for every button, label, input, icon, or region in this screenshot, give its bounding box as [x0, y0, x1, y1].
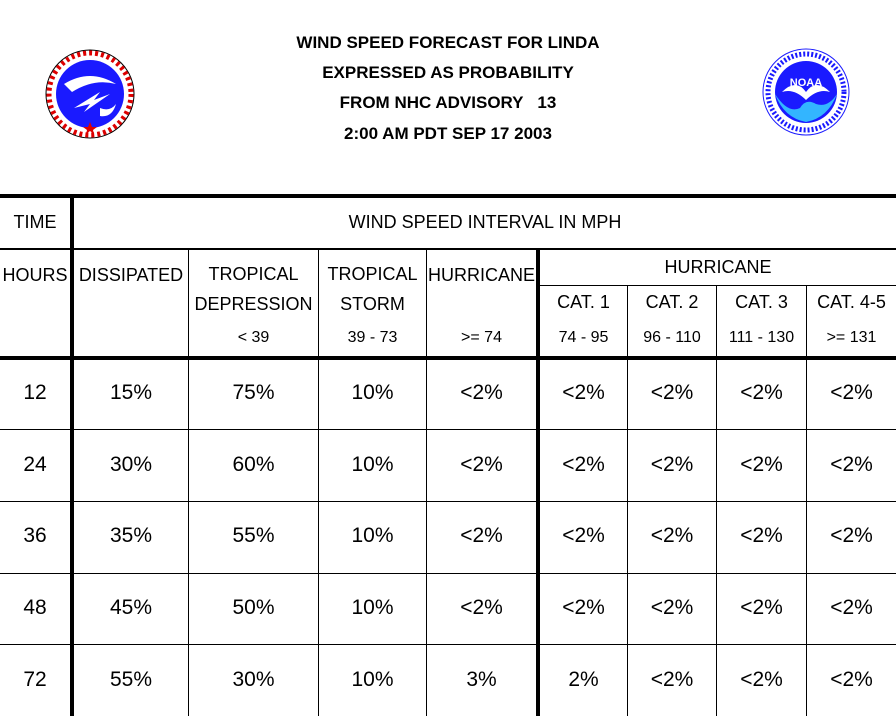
row-cat45: <2%	[830, 381, 873, 404]
header-cat2: CAT. 2	[645, 292, 699, 312]
header-hours: HOURS	[2, 265, 68, 285]
row-cat45: <2%	[830, 668, 873, 691]
row-tropical-storm: 10%	[351, 668, 394, 691]
row-hours: 24	[23, 453, 47, 476]
row-cat1: <2%	[562, 453, 605, 476]
header-td-line1: TROPICAL	[208, 264, 299, 284]
header-divider-line	[0, 248, 896, 250]
header-hurricane: HURRICANE	[427, 265, 535, 285]
row-hurricane: 3%	[466, 668, 497, 691]
row-hours: 48	[23, 596, 47, 619]
row-cat3: <2%	[740, 668, 783, 691]
header-cat3: CAT. 3	[735, 292, 788, 312]
row-divider	[0, 501, 896, 502]
row-hours: 12	[23, 381, 47, 404]
header-wind-interval: WIND SPEED INTERVAL IN MPH	[348, 212, 622, 232]
row-tropical-depression: 60%	[232, 453, 275, 476]
row-tropical-storm: 10%	[351, 524, 394, 547]
column-border	[716, 286, 717, 716]
header-ts-line2: STORM	[340, 294, 405, 314]
row-cat2: <2%	[650, 381, 694, 404]
column-border	[627, 286, 628, 716]
header-cat45: CAT. 4-5	[817, 292, 886, 312]
row-tropical-storm: 10%	[351, 453, 394, 476]
row-dissipated: 15%	[109, 381, 153, 404]
row-tropical-depression: 50%	[232, 596, 275, 619]
hurricane-column-border	[536, 250, 540, 716]
row-cat45: <2%	[830, 524, 873, 547]
row-cat2: <2%	[650, 453, 694, 476]
row-hours: 72	[23, 668, 47, 691]
header-bottom-border	[0, 356, 896, 360]
row-cat1: <2%	[562, 524, 605, 547]
header-hurricane-range: >= 74	[461, 329, 502, 346]
noaa-logo-icon: NOAA	[762, 48, 850, 136]
header-td-range: < 39	[237, 329, 270, 346]
row-dissipated: 55%	[109, 668, 153, 691]
row-divider	[0, 644, 896, 645]
title-line-3: FROM NHC ADVISORY 13	[339, 93, 557, 112]
header-cat3-range: 111 - 130	[728, 329, 795, 346]
header-time: TIME	[13, 212, 57, 232]
row-cat2: <2%	[650, 596, 694, 619]
title-line-2: EXPRESSED AS PROBABILITY	[322, 63, 574, 82]
hurricane-group-divider	[537, 285, 896, 286]
time-column-border	[70, 194, 74, 716]
row-cat3: <2%	[740, 524, 783, 547]
row-cat2: <2%	[650, 524, 694, 547]
row-cat45: <2%	[830, 596, 873, 619]
title-line-4: 2:00 AM PDT SEP 17 2003	[344, 124, 552, 143]
row-dissipated: 30%	[109, 453, 153, 476]
header-cat45-range: >= 131	[826, 329, 877, 346]
noaa-logo-text: NOAA	[790, 77, 822, 89]
header-hurricane-group: HURRICANE	[664, 257, 772, 277]
nws-logo-icon	[45, 49, 135, 139]
row-hurricane: <2%	[460, 381, 503, 404]
row-cat1: <2%	[562, 596, 605, 619]
row-cat1: 2%	[568, 668, 599, 691]
row-cat1: <2%	[562, 381, 605, 404]
header-cat2-range: 96 - 110	[643, 329, 701, 346]
header-ts-line1: TROPICAL	[327, 264, 418, 284]
row-cat3: <2%	[740, 381, 783, 404]
row-tropical-depression: 30%	[232, 668, 275, 691]
row-hours: 36	[23, 524, 47, 547]
row-divider	[0, 429, 896, 430]
column-border	[426, 250, 427, 716]
header-td-line2: DEPRESSION	[194, 294, 313, 314]
row-cat3: <2%	[740, 453, 783, 476]
header-cat1-range: 74 - 95	[558, 329, 609, 346]
row-dissipated: 35%	[109, 524, 153, 547]
row-cat45: <2%	[830, 453, 873, 476]
column-border	[806, 286, 807, 716]
row-hurricane: <2%	[460, 596, 503, 619]
row-hurricane: <2%	[460, 453, 503, 476]
column-border	[318, 250, 319, 716]
row-cat3: <2%	[740, 596, 783, 619]
title-line-1: WIND SPEED FORECAST FOR LINDA	[296, 33, 600, 52]
row-tropical-storm: 10%	[351, 381, 394, 404]
table-top-border	[0, 194, 896, 198]
row-tropical-storm: 10%	[351, 596, 394, 619]
row-tropical-depression: 75%	[232, 381, 275, 404]
row-hurricane: <2%	[460, 524, 503, 547]
row-dissipated: 45%	[109, 596, 153, 619]
header-cat1: CAT. 1	[557, 292, 610, 312]
row-divider	[0, 573, 896, 574]
header-ts-range: 39 - 73	[347, 329, 398, 346]
header-dissipated: DISSIPATED	[78, 265, 184, 285]
row-cat2: <2%	[650, 668, 694, 691]
column-border	[188, 250, 189, 716]
row-tropical-depression: 55%	[232, 524, 275, 547]
